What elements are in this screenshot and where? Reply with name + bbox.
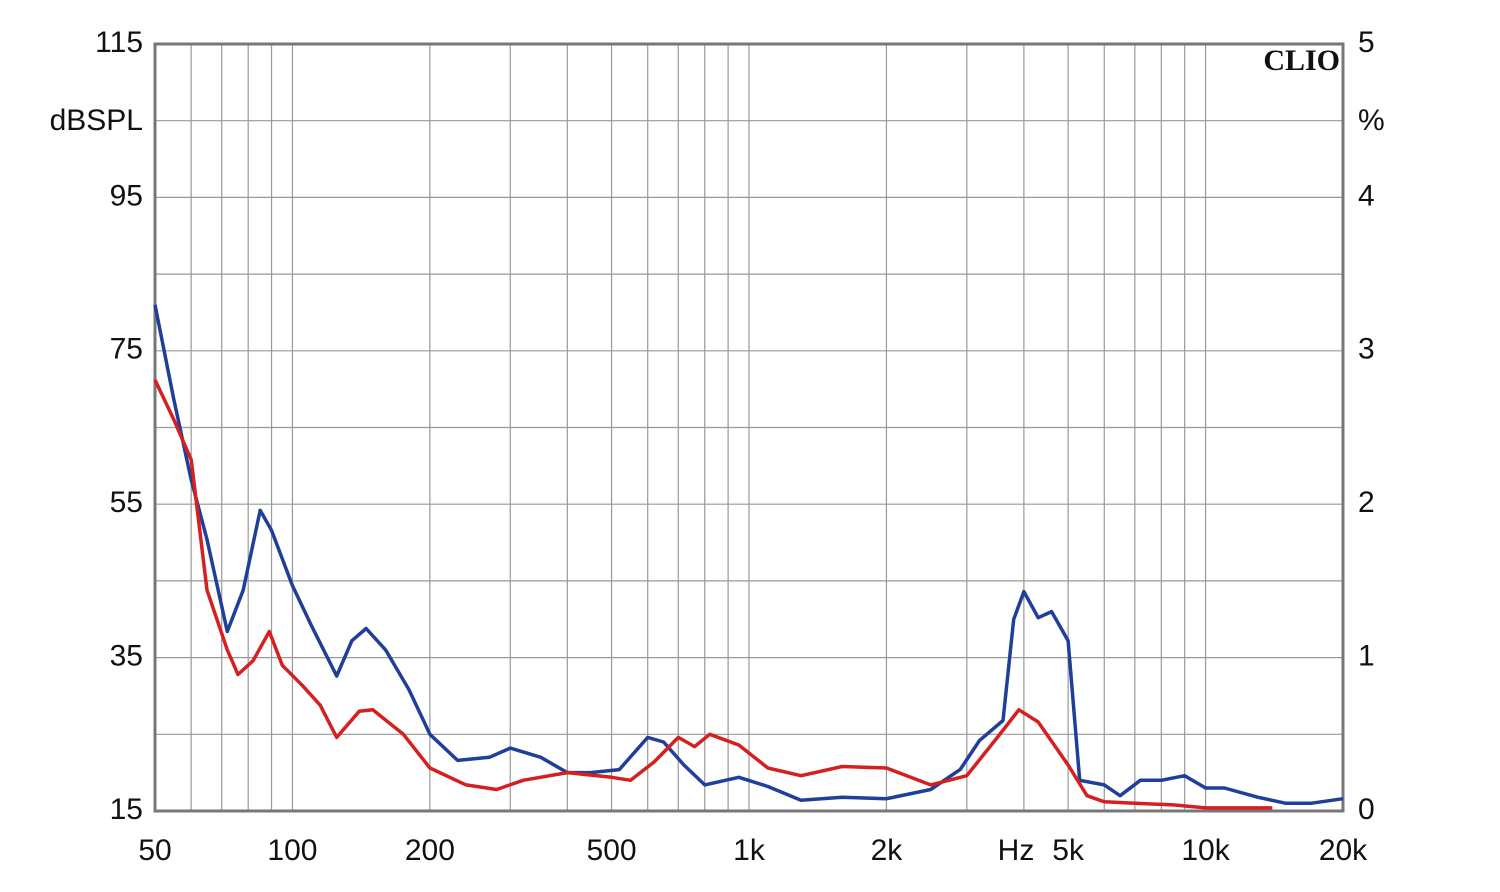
x-tick-label: 50 [138,834,171,867]
y2-tick-label: 4 [1358,179,1375,212]
y2-tick-label: 3 [1358,333,1375,366]
y2-tick-label: 5 [1358,26,1375,59]
y2-tick-label: 0 [1358,793,1375,826]
y-tick-label: 75 [110,333,143,366]
y-tick-label: 115 [95,26,143,59]
brand-label: CLIO [1263,44,1340,77]
y2-axis-label: % [1358,104,1385,137]
y-tick-label: 35 [110,640,143,673]
y-tick-label: 95 [110,179,143,212]
plot-frame [153,42,1345,813]
x-tick-label: 20k [1319,834,1368,867]
series-line [153,304,1344,806]
x-tick-label: 200 [405,834,455,867]
x-tick-label: 5k [1052,834,1085,867]
x-tick-label: 10k [1181,834,1230,867]
y-tick-label: 15 [110,793,143,826]
series-line [153,379,1273,810]
x-axis-label: Hz [998,834,1035,867]
y2-tick-label: 1 [1358,640,1375,673]
x-tick-label: 2k [871,834,904,867]
y2-tick-label: 2 [1358,486,1375,519]
x-tick-label: 1k [733,834,766,867]
y-axis-label: dBSPL [50,104,143,137]
x-tick-label: 500 [587,834,637,867]
x-tick-label: 100 [267,834,317,867]
y-tick-label: 55 [110,486,143,519]
